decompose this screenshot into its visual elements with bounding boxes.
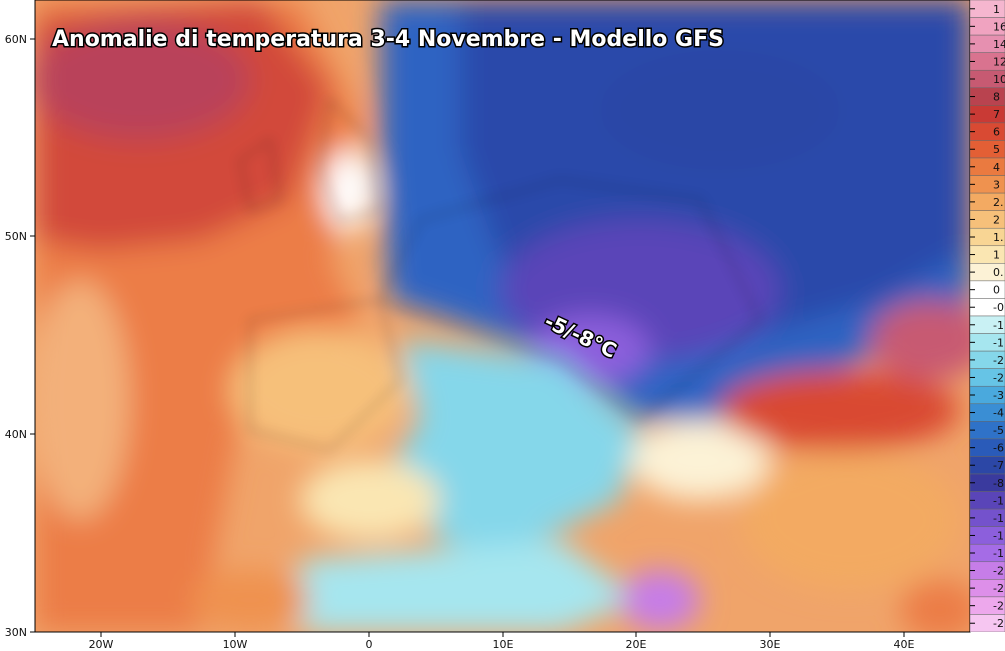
colorbar-label: -1 bbox=[993, 336, 1004, 349]
colorbar-label: -3 bbox=[993, 389, 1004, 402]
colorbar-label: 14 bbox=[993, 38, 1005, 51]
colorbar-label: 1 bbox=[993, 3, 1000, 16]
lat-label: 40N bbox=[5, 428, 27, 441]
axes: 60N 50N 40N 30N 20W 10W 0 10E 20E 30E 40E bbox=[5, 33, 915, 651]
colorbar-label: -1 bbox=[993, 512, 1004, 525]
colorbar: 1 16 14 12 10 8 7 6 5 4 3 2. 2 1. 1 0. 0 -0 -1 -1 -2 -2 -3 -4 -5… bbox=[970, 0, 1005, 632]
lon-label: 10E bbox=[493, 638, 514, 651]
colorbar-label: 10 bbox=[993, 73, 1005, 86]
colorbar-label: -1 bbox=[993, 494, 1004, 507]
colorbar-label: -1 bbox=[993, 547, 1004, 560]
colorbar-label: 1 bbox=[993, 249, 1000, 262]
colorbar-label: -1 bbox=[993, 319, 1004, 332]
colorbar-label: -2 bbox=[993, 600, 1004, 613]
colorbar-label: 5 bbox=[993, 143, 1000, 156]
colorbar-label: -4 bbox=[993, 407, 1004, 420]
colorbar-label: -6 bbox=[993, 442, 1004, 455]
colorbar-label: -7 bbox=[993, 459, 1004, 472]
colorbar-label: 2. bbox=[993, 196, 1004, 209]
lon-label: 0 bbox=[366, 638, 373, 651]
colorbar-label: -5 bbox=[993, 424, 1004, 437]
colorbar-label: 4 bbox=[993, 161, 1000, 174]
colorbar-label: 1. bbox=[993, 231, 1004, 244]
colorbar-label: -2 bbox=[993, 565, 1004, 578]
colorbar-label: -2 bbox=[993, 371, 1004, 384]
colorbar-label: 2 bbox=[993, 213, 1000, 226]
colorbar-label: -2 bbox=[993, 582, 1004, 595]
colorbar-label: 6 bbox=[993, 126, 1000, 139]
colorbar-label: 0. bbox=[993, 266, 1004, 279]
lon-label: 40E bbox=[894, 638, 915, 651]
colorbar-label: 8 bbox=[993, 91, 1000, 104]
colorbar-label: -0 bbox=[993, 301, 1004, 314]
colorbar-label: -1 bbox=[993, 529, 1004, 542]
anomaly-field bbox=[35, 0, 970, 632]
colorbar-label: -8 bbox=[993, 477, 1004, 490]
colorbar-label: 3 bbox=[993, 178, 1000, 191]
colorbar-label: 16 bbox=[993, 20, 1005, 33]
lat-label: 50N bbox=[5, 230, 27, 243]
colorbar-label: -2 bbox=[993, 617, 1004, 630]
map-title: Anomalie di temperatura 3-4 Novembre - M… bbox=[52, 27, 724, 52]
colorbar-label: 0 bbox=[993, 284, 1000, 297]
lon-label: 10W bbox=[223, 638, 248, 651]
colorbar-label: 12 bbox=[993, 55, 1005, 68]
lon-label: 20E bbox=[626, 638, 647, 651]
lon-label: 30E bbox=[760, 638, 781, 651]
colorbar-label: -2 bbox=[993, 354, 1004, 367]
colorbar-swatch bbox=[970, 614, 1005, 632]
colorbar-label: 7 bbox=[993, 108, 1000, 121]
lat-label: 30N bbox=[5, 626, 27, 639]
lon-label: 20W bbox=[89, 638, 114, 651]
lat-label: 60N bbox=[5, 33, 27, 46]
